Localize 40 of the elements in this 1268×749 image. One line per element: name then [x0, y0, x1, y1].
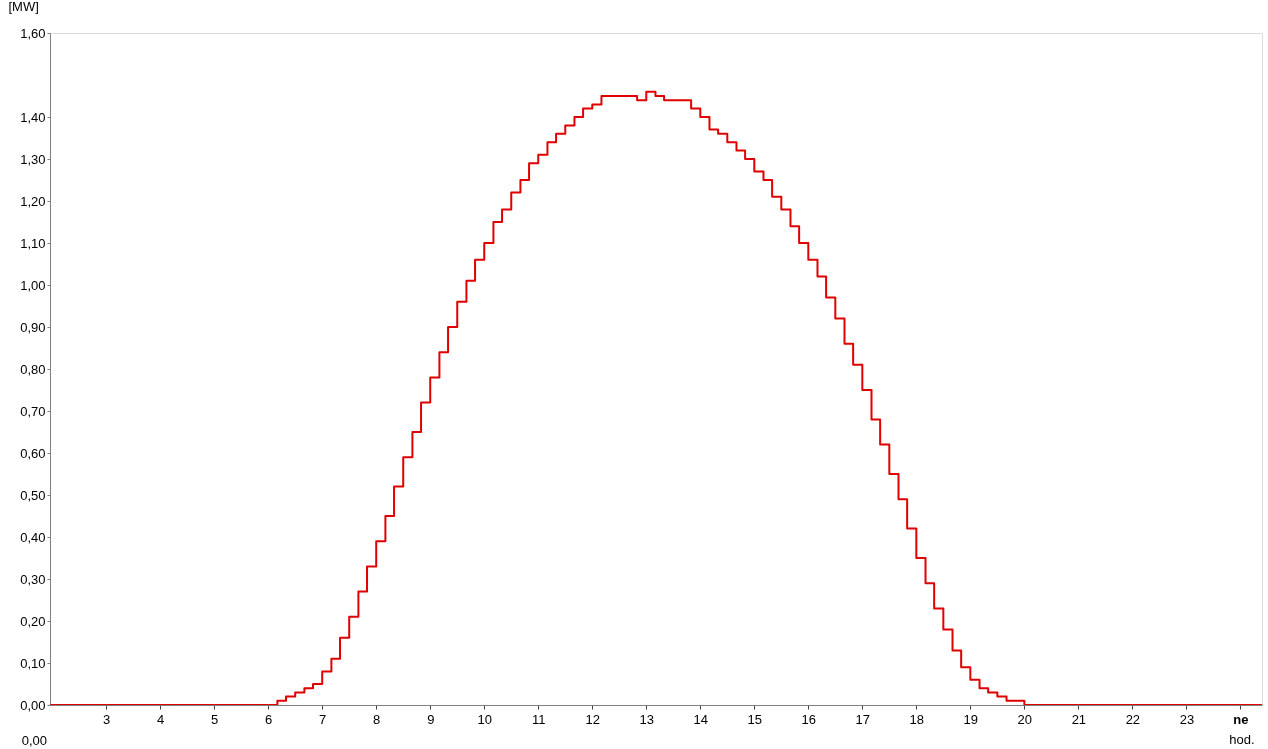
y-tick-label: 0,40: [20, 529, 46, 545]
x-tick-label: ne: [1233, 711, 1249, 727]
y-tick-label: 0,20: [20, 613, 46, 629]
x-tick-label: 4: [157, 711, 165, 727]
x-tick-label: 12: [585, 711, 600, 727]
y-tick-label: 0,60: [20, 445, 46, 461]
x-tick-label: 23: [1179, 711, 1195, 727]
y-axis-title: [MW]: [8, 0, 39, 14]
y-tick-label: 1,60: [20, 25, 46, 41]
x-tick-label: 5: [211, 711, 219, 727]
y-tick-label: 0,30: [20, 571, 46, 587]
y-tick-label: 0,00: [20, 697, 46, 713]
x-tick-label: 9: [427, 711, 435, 727]
x-tick-label: 15: [747, 711, 763, 727]
x-tick-label: 19: [963, 711, 979, 727]
y-tick-label: 1,30: [20, 151, 46, 167]
x-axis-title: hod.: [1229, 731, 1255, 747]
y-tick-label: 1,20: [20, 193, 46, 209]
y-tick-label: 0,90: [20, 319, 46, 335]
x-tick-label: 3: [103, 711, 111, 727]
x-tick-label: 17: [855, 711, 871, 727]
x-tick-label: 6: [265, 711, 273, 727]
x-tick-label: 11: [532, 711, 546, 727]
y-tick-label: 1,00: [20, 277, 46, 293]
y-tick-label: 1,40: [20, 109, 46, 125]
x-tick-label: 14: [693, 711, 709, 727]
x-tick-label: 20: [1017, 711, 1033, 727]
x-tick-label: 21: [1071, 711, 1087, 727]
x-tick-label: 8: [373, 711, 381, 727]
x-tick-label: 7: [319, 711, 327, 727]
x-tick-label: 18: [909, 711, 925, 727]
y-tick-label: 0,50: [20, 487, 46, 503]
x-tick-label: 10: [477, 711, 492, 727]
x-tick-label: 13: [639, 711, 655, 727]
y-tick-label: 0,80: [20, 361, 46, 377]
y-tick-label: 0,70: [20, 403, 46, 419]
x-tick-label: 22: [1125, 711, 1141, 727]
y-tick-label: 0,10: [20, 655, 46, 671]
y-tick-label: 1,10: [20, 235, 46, 251]
x-tick-label: 16: [801, 711, 817, 727]
